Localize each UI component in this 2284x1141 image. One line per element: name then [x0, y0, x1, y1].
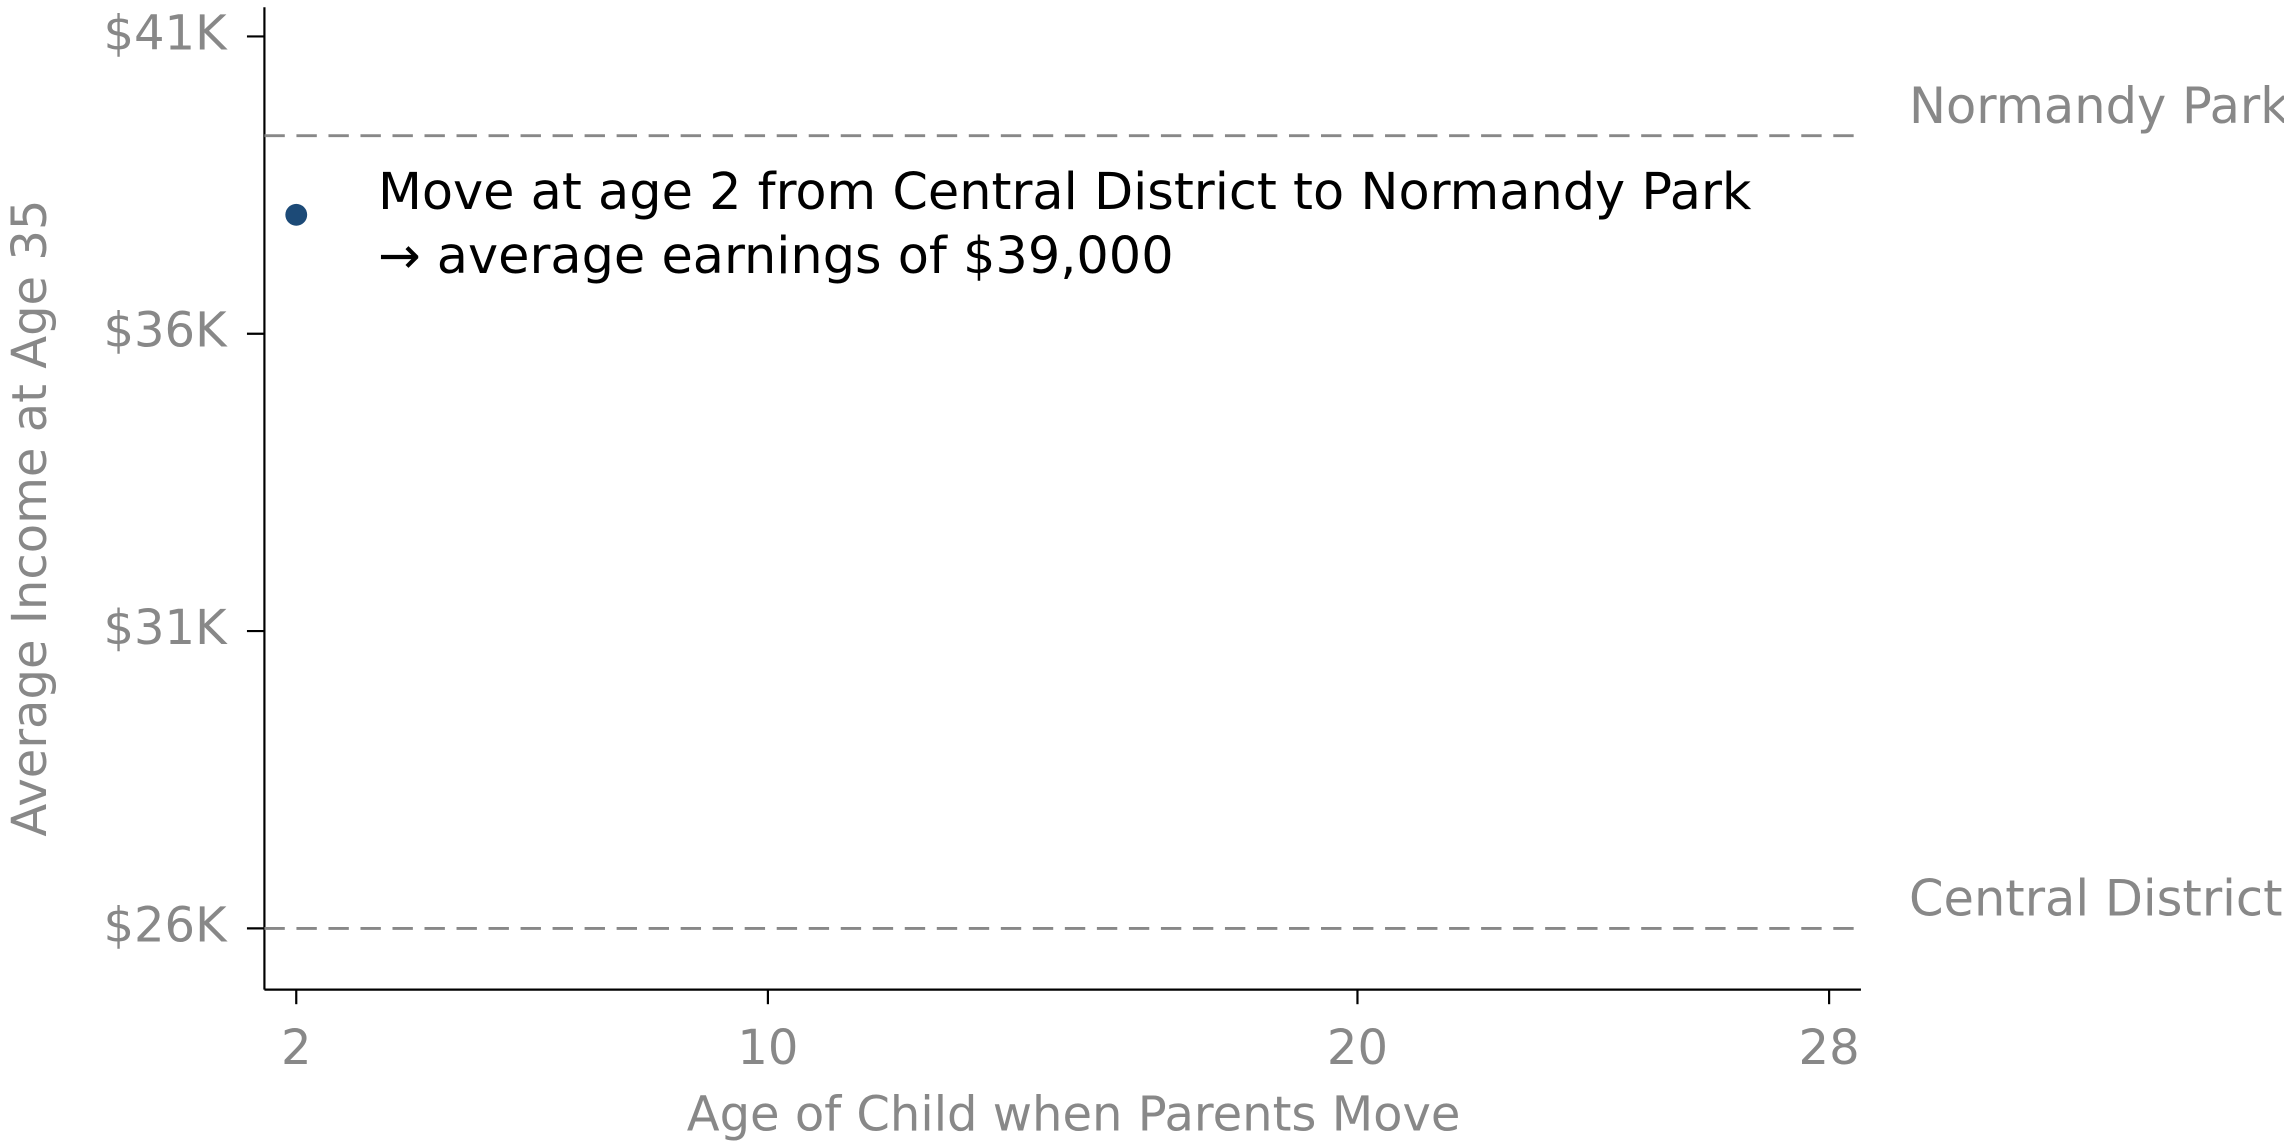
x-tick-label: 20 [1327, 1020, 1388, 1076]
y-axis-title: Average Income at Age 35 [2, 200, 58, 837]
reference-label: Normandy Park [1909, 77, 2284, 135]
y-tick-label: $36K [103, 303, 228, 359]
y-tick-label: $31K [103, 600, 228, 656]
annotation: Move at age 2 from Central District to N… [378, 163, 1752, 222]
x-axis-title: Age of Child when Parents Move [687, 1087, 1461, 1141]
reference-label: Central District [1909, 870, 2283, 928]
y-tick-label: $41K [103, 5, 228, 61]
annotation: → average earnings of $39,000 [378, 227, 1174, 286]
y-tick-label: $26K [103, 897, 228, 953]
point [285, 203, 308, 226]
x-tick-label: 2 [281, 1020, 312, 1076]
x-tick-label: 28 [1799, 1020, 1860, 1076]
x-tick-label: 10 [737, 1020, 798, 1076]
